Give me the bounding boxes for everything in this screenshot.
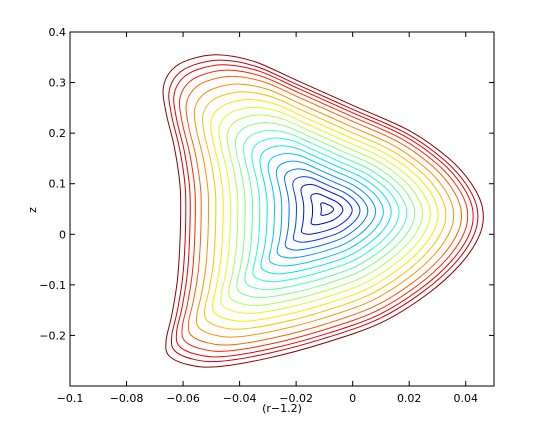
x-tick-label: −0.08: [110, 392, 144, 405]
contour-line-20: [168, 59, 479, 363]
contour-line-7: [267, 152, 384, 267]
contour-line-4: [292, 176, 361, 243]
contour-line-1: [320, 202, 334, 216]
x-tick-label: 0.02: [397, 392, 422, 405]
y-tick-label: 0: [59, 228, 66, 241]
contour-lines: [162, 54, 484, 368]
contour-line-3: [300, 183, 353, 235]
x-axis-label: (r−1.2): [262, 402, 302, 415]
contour-line-8: [259, 145, 392, 275]
y-tick-label: −0.1: [39, 279, 66, 292]
x-tick-label: 0.04: [453, 392, 478, 405]
y-tick-label: 0.3: [49, 77, 67, 90]
contour-line-18: [178, 69, 469, 352]
contour-line-16: [193, 83, 455, 338]
contour-line-21: [162, 54, 484, 368]
contour-line-11: [234, 122, 416, 299]
x-tick-label: −0.02: [279, 392, 313, 405]
x-axis-ticks: −0.1 −0.08 −0.06 −0.04 −0.02 0 0.02 0.04: [57, 32, 478, 405]
contour-line-2: [310, 193, 344, 226]
y-axis-ticks: −0.2 −0.1 0 0.1 0.2 0.3 0.4: [39, 26, 494, 342]
contour-line-9: [251, 137, 400, 283]
y-tick-label: 0.2: [49, 127, 67, 140]
contour-line-12: [226, 114, 424, 306]
contour-line-10: [242, 129, 408, 291]
y-tick-label: −0.2: [39, 329, 66, 342]
x-tick-label: 0: [349, 392, 356, 405]
x-tick-label: −0.06: [166, 392, 200, 405]
y-tick-label: 0.1: [49, 178, 67, 191]
y-tick-label: 0.4: [49, 26, 67, 39]
plot-frame: [69, 31, 495, 387]
contour-line-13: [218, 106, 431, 314]
contour-line-19: [173, 64, 474, 358]
x-tick-label: −0.1: [57, 392, 84, 405]
contour-line-6: [275, 160, 377, 259]
contour-line-15: [201, 91, 447, 330]
contour-line-14: [210, 98, 439, 322]
contour-line-17: [185, 75, 463, 346]
y-axis-label: z: [26, 207, 39, 213]
x-tick-label: −0.04: [223, 392, 257, 405]
contour-line-5: [284, 168, 369, 251]
